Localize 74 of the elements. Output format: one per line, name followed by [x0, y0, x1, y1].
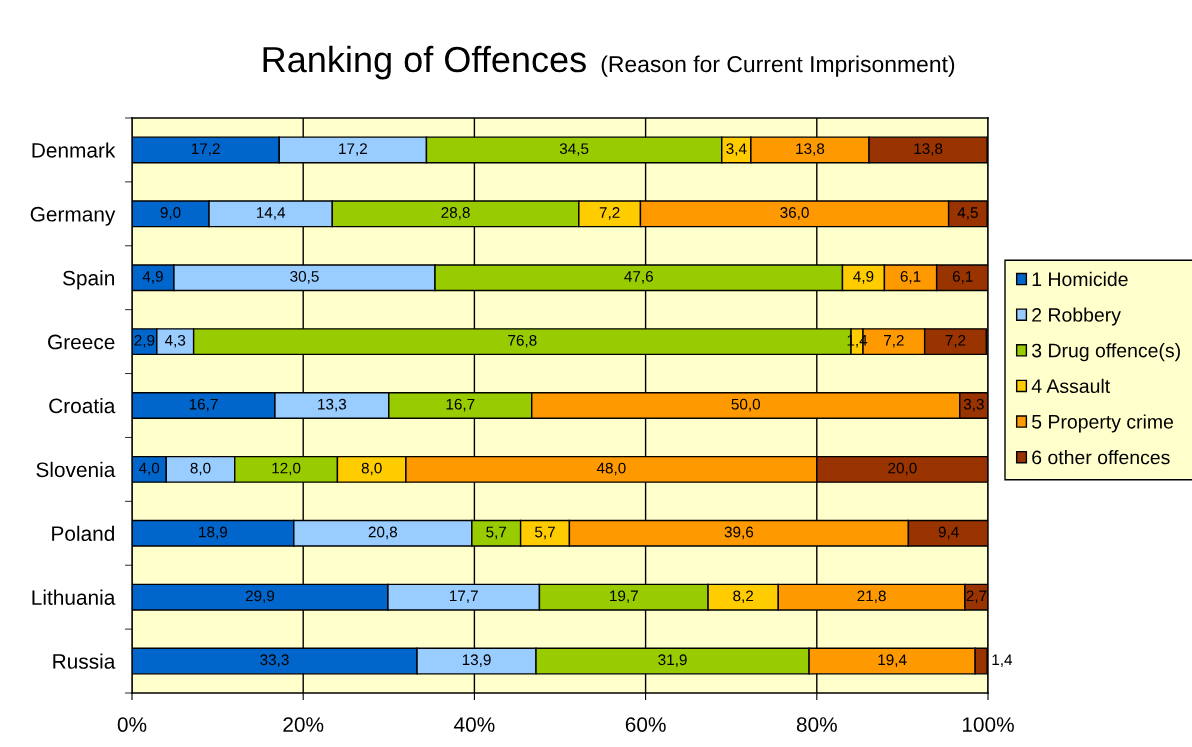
y-tick-label: Spain — [63, 270, 114, 290]
data-label: 8,2 — [733, 590, 754, 604]
data-label: 13,3 — [318, 398, 347, 412]
data-label: 31,9 — [658, 654, 687, 667]
data-label: 6,1 — [900, 271, 921, 284]
y-tick-label: Slovenia — [36, 461, 116, 478]
y-tick-label: Croatia — [49, 397, 116, 414]
y-tick-label: Poland — [52, 525, 114, 542]
data-label: 20,8 — [368, 526, 398, 540]
x-tick-label: 0% — [117, 717, 147, 732]
data-label: 47,6 — [624, 271, 653, 284]
data-label: 17,2 — [191, 143, 220, 156]
data-label: 8,0 — [361, 462, 382, 476]
y-tick-label: Germany — [30, 206, 116, 226]
data-label: 20,0 — [888, 462, 917, 476]
data-label: 3,3 — [963, 398, 984, 412]
data-label: 5,7 — [486, 526, 507, 540]
data-label: 5,7 — [535, 526, 555, 540]
data-label: 1,4 — [992, 654, 1013, 667]
data-label: 4,3 — [164, 334, 186, 348]
chart-title: Ranking of Offences — [263, 45, 586, 80]
data-label: 28,8 — [441, 207, 470, 220]
data-label: 14,4 — [256, 207, 286, 220]
data-label: 39,6 — [724, 526, 754, 540]
data-label: 4,9 — [142, 271, 163, 284]
data-label: 7,2 — [945, 334, 966, 348]
legend-label: 2 Robbery — [1032, 307, 1121, 326]
data-label: 33,3 — [260, 654, 289, 667]
data-label: 36,0 — [780, 207, 809, 220]
y-tick-label: Denmark — [32, 142, 116, 158]
y-tick-label: Lithuania — [32, 589, 116, 605]
data-label: 50,0 — [731, 398, 761, 412]
data-label: 34,5 — [559, 143, 589, 156]
data-label: 13,9 — [462, 654, 491, 667]
x-tick-label: 100% — [962, 717, 1014, 732]
x-tick-label: 80% — [796, 717, 837, 732]
data-label: 19,7 — [610, 590, 638, 604]
data-label: 13,8 — [796, 143, 825, 156]
data-label: 4,0 — [138, 462, 160, 476]
data-label: 4,9 — [853, 271, 874, 284]
data-label: 76,8 — [508, 334, 537, 348]
data-label: 30,5 — [290, 271, 319, 284]
data-label: 16,7 — [189, 398, 218, 412]
data-label: 12,0 — [272, 462, 301, 476]
data-label: 4,5 — [957, 207, 978, 220]
x-tick-label: 60% — [625, 717, 666, 732]
legend-label: 3 Drug offence(s) — [1031, 343, 1180, 362]
y-tick-label: Greece — [48, 334, 115, 350]
y-tick-label: Russia — [53, 653, 116, 669]
data-label: 6,1 — [952, 271, 973, 284]
legend-label: 1 Homicide — [1032, 271, 1128, 287]
x-tick-label: 20% — [283, 717, 324, 732]
data-label: 48,0 — [596, 462, 626, 476]
data-label: 17,2 — [339, 143, 367, 156]
data-label: 9,0 — [160, 207, 181, 220]
x-tick-label: 40% — [454, 717, 495, 732]
data-label: 16,7 — [446, 398, 475, 412]
data-label: 2,7 — [966, 590, 987, 604]
data-label: 17,7 — [450, 590, 478, 604]
data-label: 13,8 — [914, 143, 943, 156]
data-label: 9,4 — [938, 526, 959, 540]
chart-subtitle: (Reason for Current Imprisonment) — [601, 55, 955, 77]
data-label: 18,9 — [199, 526, 228, 540]
data-label: 29,9 — [245, 590, 275, 604]
data-label: 2,9 — [134, 334, 155, 348]
data-label: 19,4 — [878, 654, 907, 667]
data-label: 21,8 — [857, 590, 886, 604]
data-label: 3,4 — [726, 143, 747, 156]
legend-label: 6 other offences — [1032, 450, 1170, 465]
data-label: 7,2 — [599, 207, 620, 220]
legend-label: 5 Property crime — [1032, 414, 1174, 433]
legend-label: 4 Assault — [1031, 378, 1111, 394]
data-label: 8,0 — [190, 462, 211, 476]
data-label: 7,2 — [884, 334, 904, 348]
